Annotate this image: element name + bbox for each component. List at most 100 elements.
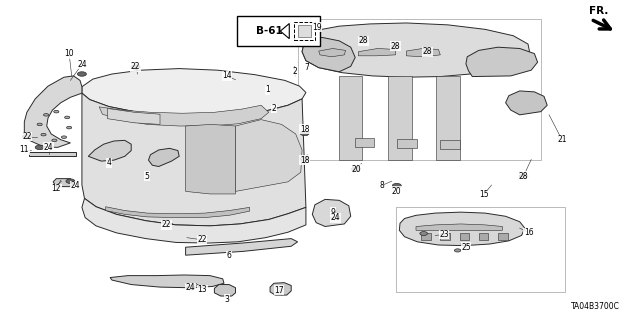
Polygon shape [270,283,291,295]
Text: 14: 14 [222,71,232,80]
Circle shape [52,139,57,142]
Text: 23: 23 [439,230,449,239]
Text: B-61: B-61 [256,26,283,36]
Circle shape [131,65,140,69]
Text: 22: 22 [198,235,207,244]
Polygon shape [88,140,131,161]
Text: 28: 28 [423,47,432,56]
Polygon shape [436,76,460,160]
Polygon shape [388,76,412,160]
Polygon shape [399,212,525,246]
Circle shape [300,131,309,136]
Circle shape [300,157,309,161]
Polygon shape [110,275,224,288]
Text: 22: 22 [162,220,171,229]
Text: 13: 13 [197,285,207,294]
Circle shape [519,174,528,178]
Text: 22: 22 [22,132,31,141]
Text: 12: 12 [52,184,61,193]
Text: 11: 11 [20,145,29,154]
Polygon shape [82,93,306,226]
Polygon shape [236,120,302,191]
Text: 6: 6 [227,251,232,260]
Polygon shape [312,199,351,226]
Circle shape [22,134,31,139]
Text: 22: 22 [131,63,140,71]
Circle shape [77,72,86,76]
Text: 10: 10 [64,49,74,58]
Text: 24: 24 [330,213,340,222]
Text: 1: 1 [265,85,270,94]
Polygon shape [416,224,502,230]
Circle shape [67,126,72,129]
Polygon shape [319,48,346,57]
Circle shape [37,123,42,126]
Text: 24: 24 [77,60,87,69]
Circle shape [331,215,340,220]
Circle shape [351,167,360,171]
Polygon shape [280,24,289,39]
Text: 5: 5 [145,172,150,181]
Bar [479,233,488,240]
Circle shape [44,114,49,116]
Circle shape [65,116,70,119]
Text: 21: 21 [557,135,566,144]
Text: 20: 20 [351,165,361,174]
Bar [294,22,315,40]
Bar [298,25,311,37]
Bar [498,233,508,240]
Polygon shape [302,36,355,72]
Text: 17: 17 [274,286,284,295]
Bar [440,140,460,149]
Polygon shape [302,23,530,77]
Text: 3: 3 [225,295,230,304]
Text: 24: 24 [186,283,196,292]
Circle shape [66,179,75,183]
Polygon shape [106,207,250,218]
Text: TA04B3700C: TA04B3700C [571,302,620,311]
Text: 9: 9 [330,208,335,217]
Bar [237,16,320,46]
Text: 25: 25 [461,243,471,252]
Text: 8: 8 [379,181,384,190]
Polygon shape [99,105,269,126]
Text: 2: 2 [292,67,297,76]
Polygon shape [82,198,306,243]
Text: 18: 18 [300,156,309,165]
Text: 15: 15 [479,190,489,199]
Polygon shape [29,152,76,156]
Bar [396,207,565,292]
Bar [355,138,374,147]
Circle shape [41,133,46,136]
Circle shape [392,183,401,188]
Polygon shape [24,76,82,147]
Bar [397,139,417,148]
Text: 16: 16 [524,228,534,237]
Circle shape [391,44,400,48]
Polygon shape [466,47,538,77]
Text: 24: 24 [44,143,54,152]
Text: 7: 7 [305,63,310,72]
Text: 24: 24 [70,181,81,190]
Text: 28: 28 [519,172,528,181]
Text: 20: 20 [392,187,402,196]
Circle shape [454,249,461,252]
Polygon shape [339,76,362,160]
Circle shape [61,136,67,138]
Polygon shape [214,285,236,296]
Bar [421,233,431,240]
Polygon shape [506,91,547,115]
Text: 28: 28 [391,42,400,51]
Bar [440,233,450,240]
Circle shape [35,145,44,150]
Text: 4: 4 [106,158,111,167]
Text: 19: 19 [312,23,322,32]
Polygon shape [186,239,298,255]
Circle shape [186,286,195,290]
Text: 18: 18 [300,125,309,134]
Polygon shape [108,108,160,124]
Circle shape [423,49,432,54]
Polygon shape [358,48,396,56]
Circle shape [54,110,59,113]
Polygon shape [82,69,306,117]
